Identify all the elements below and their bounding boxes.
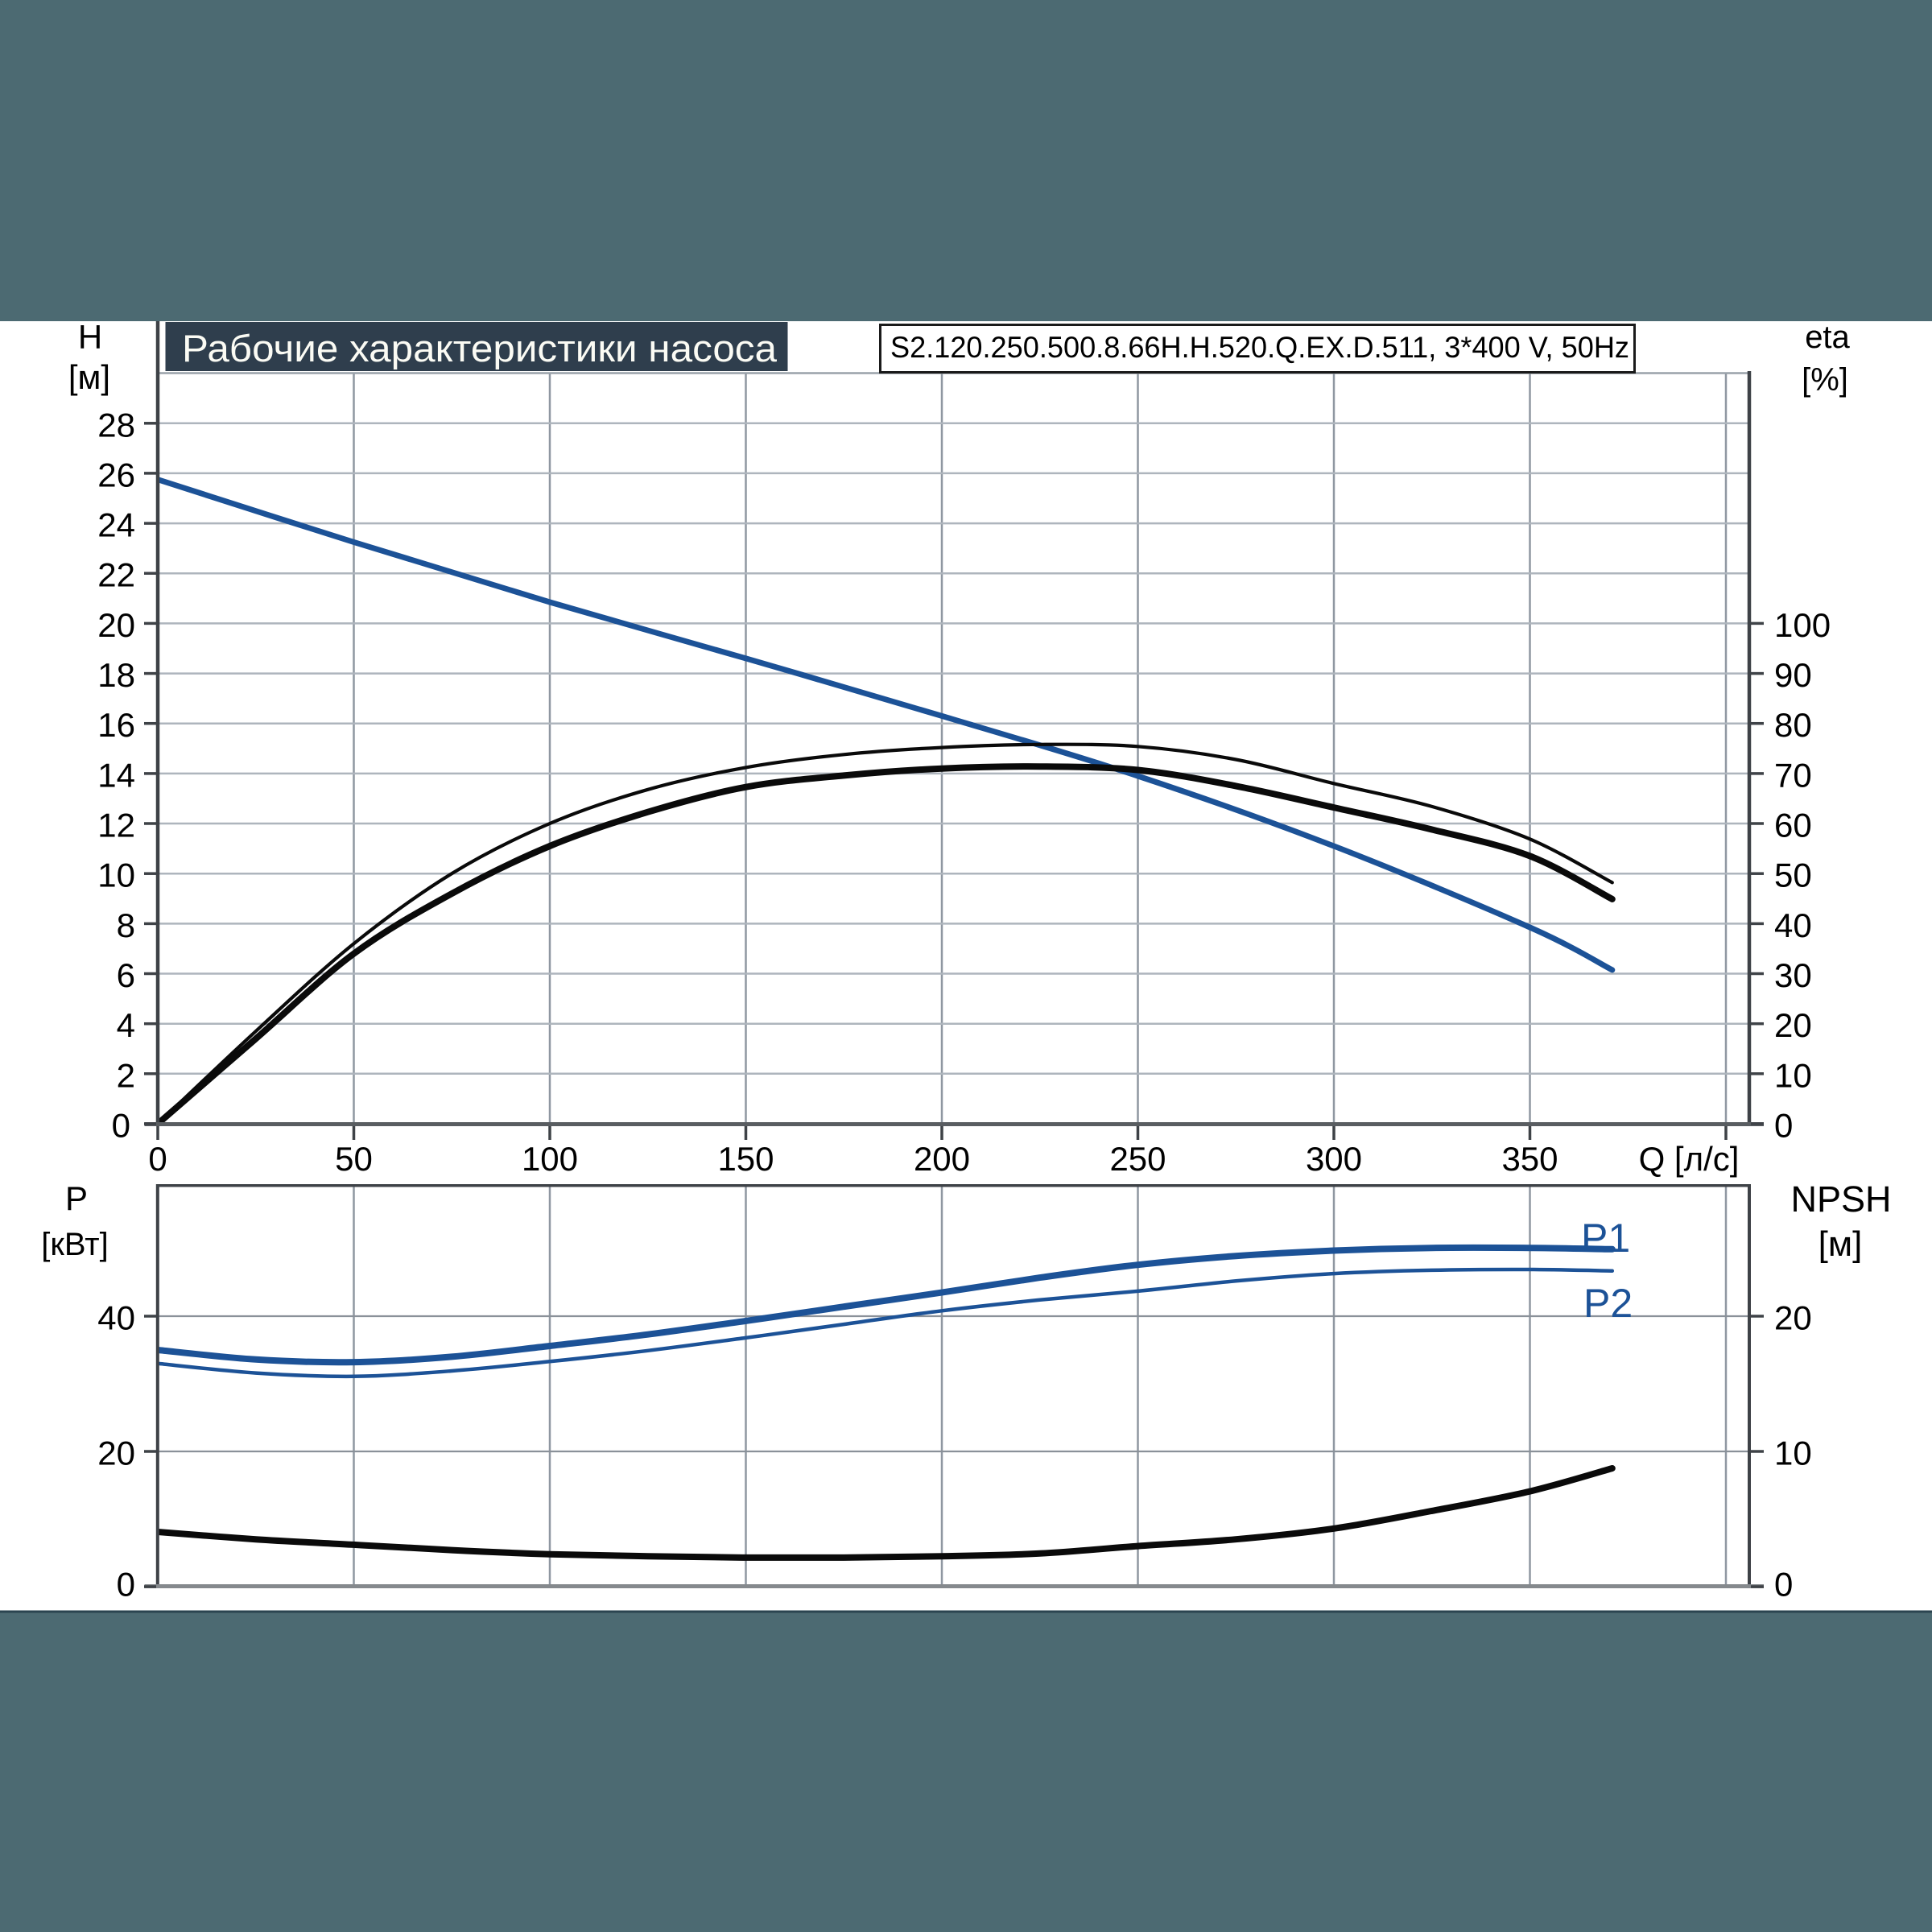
svg-text:P1: P1 [1581, 1216, 1630, 1261]
svg-text:26: 26 [97, 456, 135, 493]
svg-text:4: 4 [117, 1006, 135, 1044]
svg-text:Q [л/с]: Q [л/с] [1639, 1140, 1740, 1178]
svg-text:350: 350 [1501, 1140, 1558, 1178]
svg-text:0: 0 [148, 1140, 167, 1178]
svg-text:2: 2 [117, 1056, 135, 1094]
svg-text:80: 80 [1774, 706, 1812, 744]
svg-text:100: 100 [522, 1140, 578, 1178]
svg-text:14: 14 [97, 756, 135, 794]
svg-text:P: P [65, 1179, 88, 1217]
svg-text:30: 30 [1774, 956, 1812, 994]
svg-text:40: 40 [97, 1299, 135, 1337]
svg-text:22: 22 [97, 556, 135, 594]
svg-text:60: 60 [1774, 807, 1812, 844]
svg-text:90: 90 [1774, 656, 1812, 694]
svg-text:250: 250 [1109, 1140, 1166, 1178]
svg-text:10: 10 [97, 857, 135, 894]
svg-text:[м]: [м] [68, 358, 110, 396]
svg-text:S2.120.250.500.8.66H.H.520.Q.E: S2.120.250.500.8.66H.H.520.Q.EX.D.511, 3… [890, 331, 1629, 364]
svg-text:20: 20 [1774, 1299, 1812, 1337]
svg-text:0: 0 [1774, 1566, 1793, 1604]
svg-text:200: 200 [914, 1140, 970, 1178]
svg-text:Рабочие характеристики насоса: Рабочие характеристики насоса [182, 327, 778, 369]
svg-text:28: 28 [97, 406, 135, 444]
svg-text:16: 16 [97, 706, 135, 744]
svg-text:100: 100 [1774, 606, 1831, 644]
svg-text:10: 10 [1774, 1056, 1812, 1094]
svg-text:[%]: [%] [1802, 362, 1848, 398]
svg-text:50: 50 [1774, 857, 1812, 894]
svg-text:50: 50 [335, 1140, 373, 1178]
svg-text:0: 0 [112, 1107, 130, 1145]
svg-text:300: 300 [1306, 1140, 1362, 1178]
svg-text:0: 0 [1774, 1107, 1793, 1145]
svg-text:eta: eta [1805, 320, 1850, 355]
svg-text:[кВт]: [кВт] [41, 1227, 108, 1262]
svg-text:8: 8 [117, 906, 135, 944]
svg-text:P2: P2 [1583, 1281, 1633, 1326]
svg-text:40: 40 [1774, 906, 1812, 944]
svg-text:20: 20 [97, 1435, 135, 1472]
svg-text:0: 0 [117, 1566, 135, 1604]
svg-text:NPSH: NPSH [1790, 1179, 1891, 1220]
svg-text:[м]: [м] [1818, 1224, 1863, 1264]
svg-text:H: H [78, 318, 102, 356]
svg-text:24: 24 [97, 506, 135, 544]
svg-text:6: 6 [117, 956, 135, 994]
svg-text:12: 12 [97, 807, 135, 844]
svg-text:150: 150 [717, 1140, 774, 1178]
svg-text:10: 10 [1774, 1435, 1812, 1472]
svg-text:18: 18 [97, 656, 135, 694]
svg-text:20: 20 [1774, 1006, 1812, 1044]
svg-text:20: 20 [97, 606, 135, 644]
svg-text:70: 70 [1774, 756, 1812, 794]
